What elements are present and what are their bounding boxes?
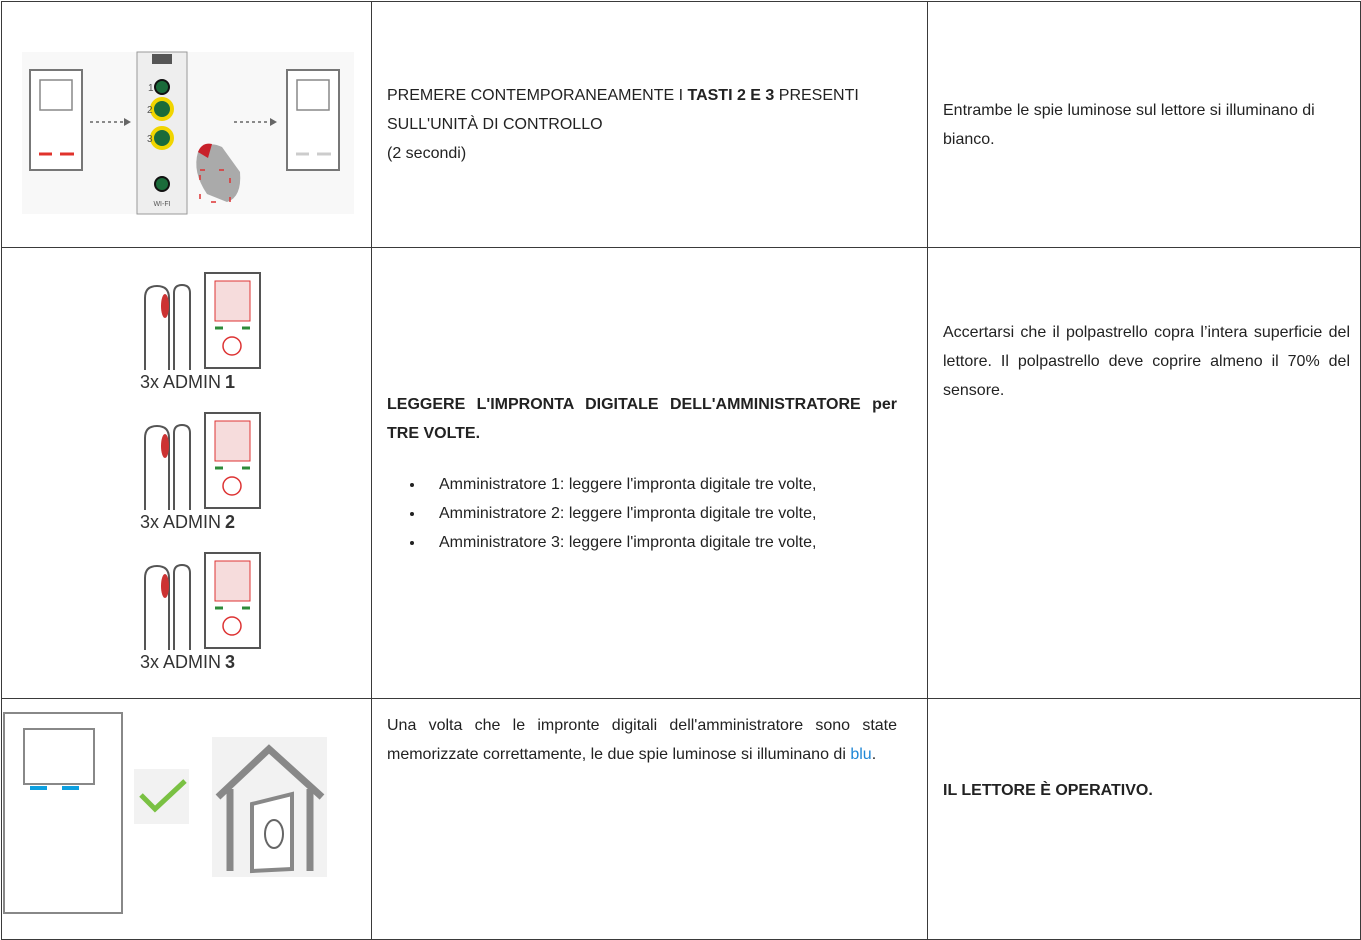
instruction-cell: LEGGERE L'IMPRONTA DIGITALE DELL'AMMINIS…: [371, 247, 928, 699]
image-label: WI-FI: [153, 201, 170, 208]
image-cell: 1 2 3 WI-FI: [1, 1, 372, 248]
image-label: 3: [147, 134, 153, 145]
image-label: 1: [148, 83, 154, 94]
bullet-list: Amministratore 1: leggere l'impronta dig…: [387, 470, 897, 557]
instruction-cell: PREMERE CONTEMPORANEAMENTE I TASTI 2 E 3…: [371, 1, 928, 248]
result-cell: Entrambe le spie luminose sul lettore si…: [927, 1, 1361, 248]
result-cell: Accertarsi che il polpastrello copra l’i…: [927, 247, 1361, 699]
instruction-heading: LEGGERE L'IMPRONTA DIGITALE DELL'AMMINIS…: [387, 395, 897, 442]
operative-illustration: [3, 712, 327, 914]
label-number: 2: [225, 512, 235, 532]
bullet-item: Amministratore 1: leggere l'impronta dig…: [425, 470, 897, 499]
page: 1 2 3 WI-FI PREMERE CONTEMPORANEAMENTE I…: [0, 0, 1361, 912]
result-cell: IL LETTORE È OPERATIVO.: [927, 698, 1361, 940]
text: PREMERE CONTEMPORANEAMENTE I: [387, 87, 688, 104]
result-text: IL LETTORE È OPERATIVO.: [943, 782, 1153, 799]
label-prefix: 3x ADMIN: [140, 512, 221, 532]
text: .: [871, 746, 877, 763]
text: PRESENTI SULL'UNITÀ DI CONTROLLO: [387, 87, 859, 133]
result-text: Accertarsi che il polpastrello copra l’i…: [943, 324, 1350, 399]
admin-group: 3x ADMIN 3: [140, 552, 261, 672]
table-row: Una volta che le impronte digitali dell'…: [1, 698, 1361, 940]
instruction-text: PREMERE CONTEMPORANEAMENTE I TASTI 2 E 3…: [387, 81, 897, 139]
admin-group: 3x ADMIN 2: [140, 412, 261, 532]
instruction-cell: Una volta che le impronte digitali dell'…: [371, 698, 928, 940]
label-number: 1: [225, 372, 235, 392]
image-cell: 3x ADMIN 1 3x ADMIN 2: [1, 247, 372, 699]
bullet-item: Amministratore 2: leggere l'impronta dig…: [425, 499, 897, 528]
instruction-text: Una volta che le impronte digitali dell'…: [387, 711, 897, 769]
image-label: 3x ADMIN 1: [140, 372, 235, 392]
admin-group: 3x ADMIN 1: [140, 272, 261, 392]
table-row: 3x ADMIN 1 3x ADMIN 2: [1, 247, 1361, 699]
table-row: 1 2 3 WI-FI PREMERE CONTEMPORANEAMENTE I…: [1, 1, 1361, 248]
control-unit-illustration: 1 2 3 WI-FI: [22, 51, 354, 215]
text: Una volta che le impronte digitali dell'…: [387, 717, 897, 763]
label-prefix: 3x ADMIN: [140, 652, 221, 672]
bold-text: TASTI 2 E 3: [687, 87, 775, 104]
image-label: 3x ADMIN 3: [140, 652, 235, 672]
image-label: 3x ADMIN 2: [140, 512, 235, 532]
blue-text: blu: [850, 746, 872, 763]
label-number: 3: [225, 652, 235, 672]
admin-fingerprint-illustration: 3x ADMIN 1 3x ADMIN 2: [130, 263, 270, 683]
image-label: 2: [147, 105, 153, 116]
label-prefix: 3x ADMIN: [140, 372, 221, 392]
result-text: Entrambe le spie luminose sul lettore si…: [943, 101, 1315, 148]
note: (2 secondi): [387, 145, 467, 162]
bullet-item: Amministratore 3: leggere l'impronta dig…: [425, 528, 897, 557]
image-cell: [1, 698, 372, 940]
